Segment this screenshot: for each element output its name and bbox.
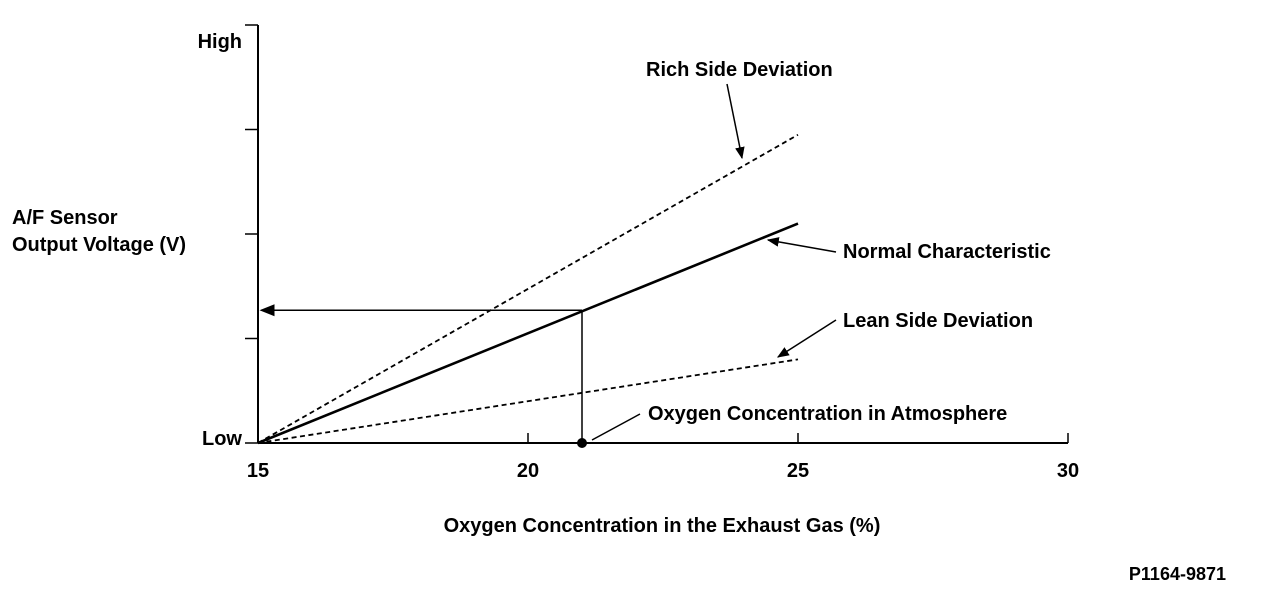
reference-label: Oxygen Concentration in Atmosphere <box>648 403 1007 425</box>
series-label-normal: Normal Characteristic <box>843 241 1051 263</box>
x-tick-label: 30 <box>1057 460 1079 482</box>
x-tick-label: 15 <box>247 460 269 482</box>
y-axis-label-line1: A/F Sensor <box>12 207 118 229</box>
atmosphere-reference-point <box>577 438 587 448</box>
series-layer <box>257 133 799 445</box>
series-line-lean <box>257 358 799 444</box>
figure-id: P1164-9871 <box>1129 564 1226 584</box>
series-line-normal <box>257 222 799 445</box>
reference-leader-line <box>591 413 641 441</box>
series-line-rich <box>257 133 799 444</box>
y-axis-label-line2: Output Voltage (V) <box>12 234 186 256</box>
y-tick-label-low: Low <box>202 428 242 450</box>
rich-leader-arrow <box>726 83 745 160</box>
y-tick-label-high: High <box>198 31 242 53</box>
lean-leader-arrow <box>776 319 837 358</box>
normal-leader-arrow <box>766 237 837 253</box>
x-axis-label: Oxygen Concentration in the Exhaust Gas … <box>444 515 881 537</box>
x-ticks: 15 20 25 30 <box>247 433 1079 482</box>
y-ticks <box>245 24 258 444</box>
x-tick-label: 20 <box>517 460 539 482</box>
series-label-lean: Lean Side Deviation <box>843 310 1033 332</box>
x-tick-label: 25 <box>787 460 809 482</box>
series-label-rich: Rich Side Deviation <box>646 59 833 81</box>
